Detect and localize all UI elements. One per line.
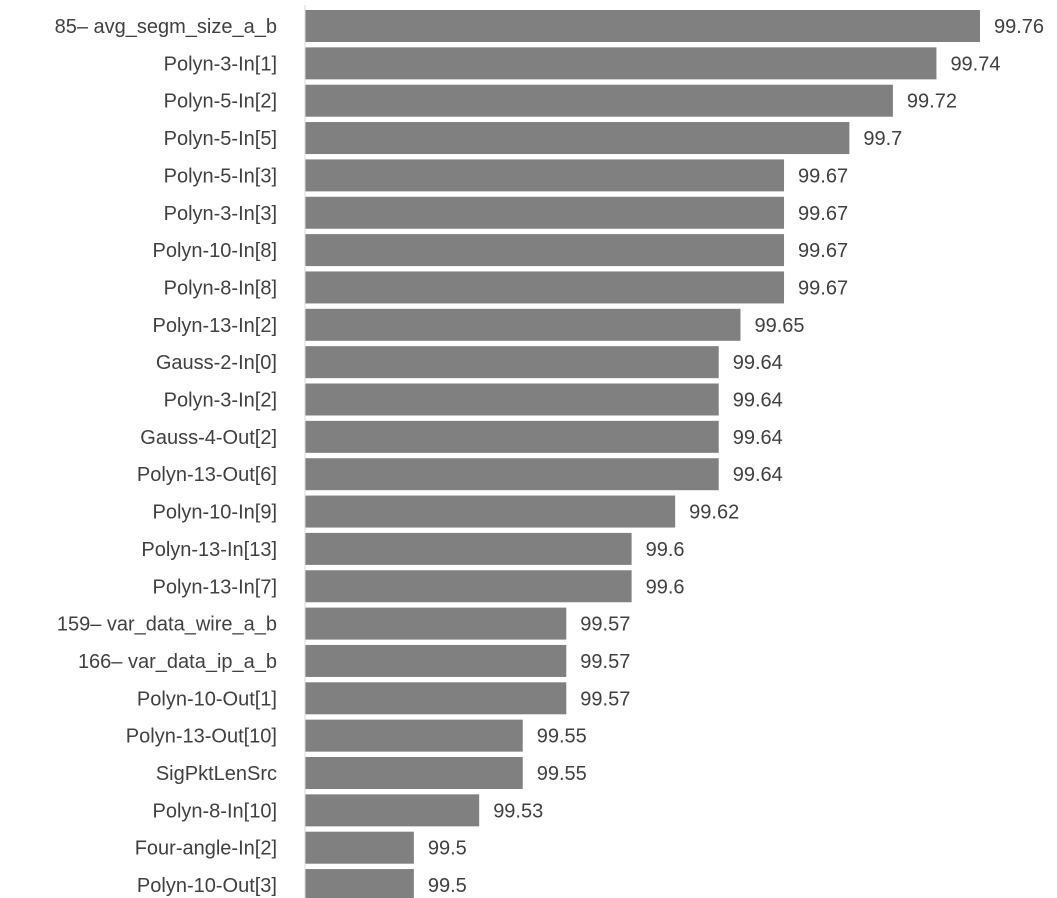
value-label: 99.64 bbox=[733, 390, 783, 412]
value-label: 99.67 bbox=[798, 165, 848, 187]
category-label: Polyn-3-In[3] bbox=[164, 203, 277, 225]
bar bbox=[305, 532, 632, 565]
bar bbox=[305, 757, 523, 789]
category-label: Polyn-10-Out[1] bbox=[137, 688, 277, 710]
bar bbox=[305, 10, 980, 42]
bar bbox=[305, 346, 719, 379]
bar bbox=[305, 420, 719, 453]
category-label: Polyn-8-In[10] bbox=[152, 800, 277, 822]
category-label: Polyn-8-In[8] bbox=[164, 277, 277, 299]
bar bbox=[305, 644, 567, 677]
bar bbox=[305, 831, 414, 864]
category-label: 166– var_data_ip_a_b bbox=[78, 651, 277, 673]
category-label: Polyn-13-Out[10] bbox=[126, 726, 277, 748]
bar bbox=[305, 122, 850, 155]
value-label: 99.64 bbox=[733, 427, 783, 449]
value-label: 99.67 bbox=[798, 203, 848, 225]
value-label: 99.57 bbox=[580, 614, 630, 636]
bar bbox=[305, 159, 785, 192]
value-label: 99.67 bbox=[798, 240, 848, 262]
category-label: Gauss-4-Out[2] bbox=[140, 427, 277, 449]
category-label: Four-angle-In[2] bbox=[135, 838, 277, 860]
value-label: 99.53 bbox=[493, 800, 543, 822]
bar bbox=[305, 84, 893, 117]
value-label: 99.6 bbox=[646, 576, 685, 598]
category-labels-layer: 85– avg_segm_size_a_b Polyn-3-In[1] Polyn-… bbox=[55, 16, 277, 897]
bar bbox=[305, 458, 719, 491]
bar bbox=[305, 682, 567, 715]
value-label: 99.64 bbox=[733, 464, 783, 486]
value-label: 99.55 bbox=[537, 726, 587, 748]
category-label: Polyn-10-In[9] bbox=[152, 502, 277, 524]
bar bbox=[305, 570, 632, 603]
bar bbox=[305, 196, 785, 229]
bar bbox=[305, 308, 741, 341]
bar bbox=[305, 47, 937, 80]
bars-layer bbox=[305, 10, 980, 898]
bar bbox=[305, 869, 414, 898]
category-label: Polyn-10-Out[3] bbox=[137, 875, 277, 897]
category-label: Polyn-5-In[3] bbox=[164, 165, 277, 187]
bar bbox=[305, 794, 480, 827]
bar bbox=[305, 271, 785, 304]
value-label: 99.72 bbox=[907, 91, 957, 113]
bar bbox=[305, 495, 676, 528]
bar bbox=[305, 607, 567, 640]
category-label: Polyn-13-In[13] bbox=[141, 539, 277, 561]
value-label: 99.6 bbox=[646, 539, 685, 561]
category-label: Polyn-5-In[5] bbox=[164, 128, 277, 150]
value-label: 99.62 bbox=[689, 502, 739, 524]
value-label: 99.65 bbox=[754, 315, 804, 337]
category-label: Polyn-3-In[2] bbox=[164, 390, 277, 412]
value-label: 99.64 bbox=[733, 352, 783, 374]
category-label: Polyn-3-In[1] bbox=[164, 53, 277, 75]
bar bbox=[305, 383, 719, 416]
category-label: Polyn-13-In[2] bbox=[152, 315, 277, 337]
bar bbox=[305, 719, 523, 752]
value-label: 99.57 bbox=[580, 688, 630, 710]
value-label: 99.57 bbox=[580, 651, 630, 673]
category-label: Gauss-2-In[0] bbox=[156, 352, 277, 374]
value-label: 99.74 bbox=[950, 53, 1000, 75]
category-label: 159– var_data_wire_a_b bbox=[57, 614, 277, 636]
category-label: 85– avg_segm_size_a_b bbox=[55, 16, 277, 38]
category-label: Polyn-5-In[2] bbox=[164, 91, 277, 113]
value-label: 99.5 bbox=[428, 875, 467, 897]
category-label: Polyn-13-Out[6] bbox=[137, 464, 277, 486]
value-label: 99.67 bbox=[798, 277, 848, 299]
bar bbox=[305, 234, 785, 267]
category-label: Polyn-13-In[7] bbox=[152, 576, 277, 598]
value-label: 99.5 bbox=[428, 838, 467, 860]
value-label: 99.7 bbox=[863, 128, 902, 150]
value-label: 99.76 bbox=[994, 16, 1044, 38]
value-label: 99.55 bbox=[537, 763, 587, 785]
category-label: SigPktLenSrc bbox=[156, 763, 277, 785]
category-label: Polyn-10-In[8] bbox=[152, 240, 277, 262]
